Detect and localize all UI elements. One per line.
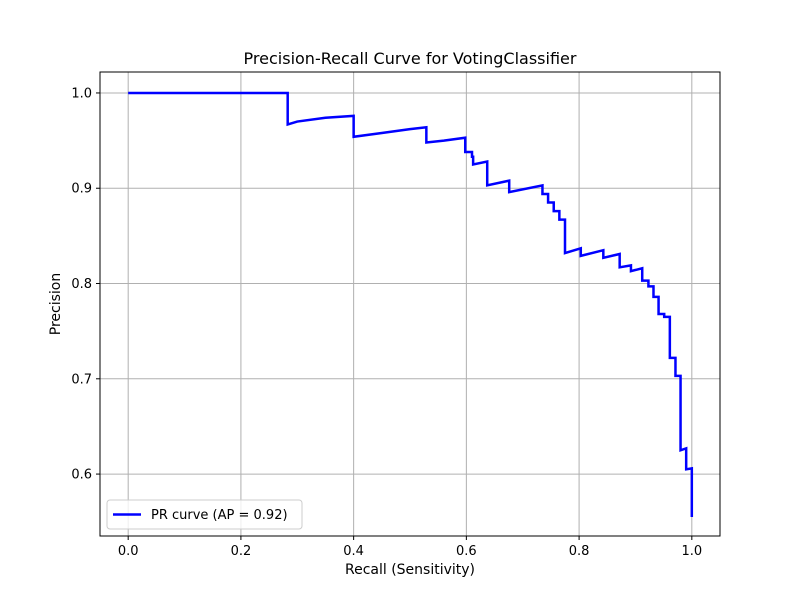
pr-curve-line xyxy=(128,91,694,517)
legend-box xyxy=(106,499,303,530)
y-tick-label: 0.7 xyxy=(71,372,92,387)
ticks: 0.0 0.2 0.4 0.6 0.8 1.0 0.6 0.7 0.8 0.9 1.0 xyxy=(71,86,702,559)
y-tick-label: 1.0 xyxy=(71,86,92,101)
y-tick-label: 0.9 xyxy=(71,182,92,197)
chart-title: Precision-Recall Curve for VotingClassif… xyxy=(244,49,577,68)
plot-frame xyxy=(99,71,721,537)
x-tick-label: 0.8 xyxy=(569,544,590,559)
x-tick-label: 0.4 xyxy=(343,544,364,559)
y-axis-label: Precision xyxy=(48,273,64,335)
legend-entry-label: PR curve (AP = 0.92) xyxy=(151,508,288,523)
series-layer xyxy=(128,91,694,517)
x-tick-label: 0.2 xyxy=(231,544,252,559)
y-tick-label: 0.6 xyxy=(71,468,92,483)
x-tick-label: 0.6 xyxy=(456,544,477,559)
grid xyxy=(100,72,720,536)
x-tick-label: 1.0 xyxy=(681,544,702,559)
x-tick-label: 0.0 xyxy=(118,544,139,559)
legend: PR curve (AP = 0.92) xyxy=(106,499,303,530)
x-axis-label: Recall (Sensitivity) xyxy=(345,562,475,578)
y-tick-label: 0.8 xyxy=(71,277,92,292)
